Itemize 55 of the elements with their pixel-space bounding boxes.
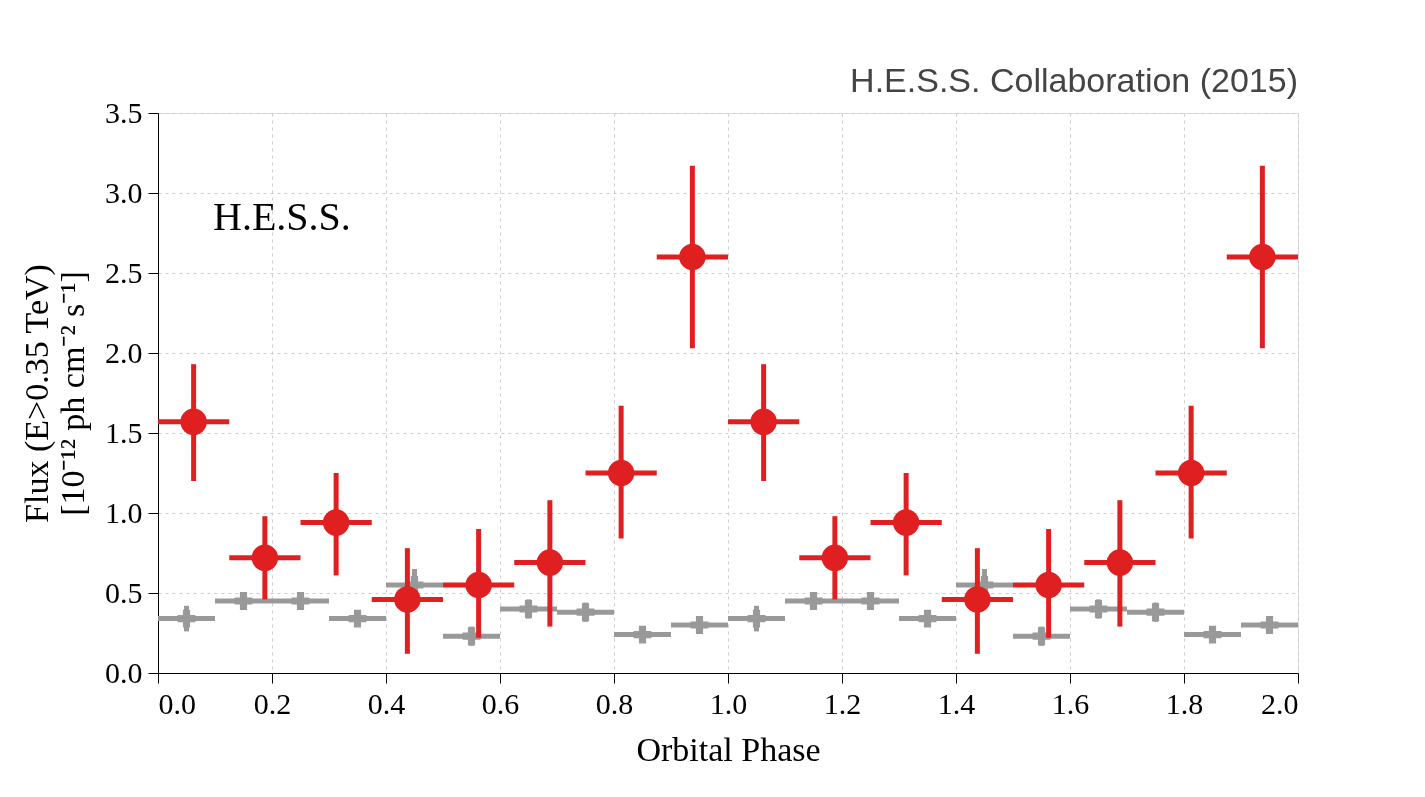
y-tick-label: 1.0	[105, 495, 143, 529]
y-tick-label: 2.0	[105, 335, 143, 369]
point	[1146, 603, 1165, 622]
point	[1035, 571, 1062, 599]
point	[1260, 616, 1279, 634]
y-tick-label: 0.0	[105, 655, 143, 689]
x-tick-label: 2.0	[1261, 686, 1299, 720]
point	[861, 592, 880, 610]
point	[679, 243, 706, 271]
point	[348, 609, 367, 628]
point	[690, 616, 709, 634]
point	[747, 609, 766, 628]
x-tick-label: 0.6	[481, 686, 520, 720]
point	[1089, 600, 1108, 618]
x-tick-label: 1.6	[1051, 686, 1090, 720]
x-axis-title: Orbital Phase	[636, 730, 821, 768]
point	[1249, 243, 1276, 271]
point	[918, 609, 937, 628]
point	[821, 544, 849, 571]
point	[750, 408, 777, 435]
y-axis-title: Flux (E>0.35 TeV) [10⁻¹² ph cm⁻² s⁻¹]	[18, 264, 91, 523]
point	[291, 592, 310, 610]
point	[633, 625, 652, 644]
y-tick-label: 3.5	[105, 95, 143, 129]
point	[1106, 549, 1134, 576]
point	[892, 509, 920, 536]
point	[576, 603, 595, 622]
point	[607, 459, 635, 487]
point	[804, 592, 823, 610]
x-tick-label: 1.0	[709, 686, 748, 720]
point	[251, 544, 279, 571]
x-tick-label: 1.8	[1165, 686, 1204, 720]
point	[1203, 625, 1222, 644]
point	[234, 592, 253, 610]
point	[964, 586, 991, 613]
point	[536, 549, 564, 576]
x-tick-label: 1.4	[937, 686, 976, 720]
point	[394, 586, 421, 613]
annotation: H.E.S.S.	[213, 194, 351, 239]
x-tick-label: 1.2	[823, 686, 862, 720]
x-tick-label: 0.2	[253, 686, 292, 720]
point	[180, 408, 207, 435]
y-tick-label: 1.5	[105, 415, 143, 449]
x-tick-label: 0.0	[158, 686, 196, 720]
point	[519, 600, 538, 618]
point	[322, 509, 350, 536]
x-tick-label: 0.4	[367, 686, 406, 720]
text: H.E.S.S. Collaboration (2015)	[850, 61, 1298, 99]
y-tick-label: 0.5	[105, 575, 143, 609]
y-tick-label: 2.5	[105, 255, 143, 289]
point	[1177, 459, 1205, 487]
point	[177, 609, 196, 628]
y-tick-label: 3.0	[105, 175, 143, 209]
point	[465, 571, 492, 599]
x-tick-label: 0.8	[595, 686, 634, 720]
